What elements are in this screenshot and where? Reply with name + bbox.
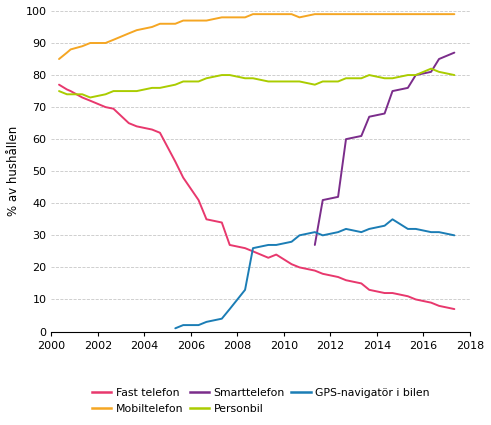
Y-axis label: % av hushållen: % av hushållen: [7, 126, 20, 216]
Legend: Fast telefon, Mobiltelefon, Smarttelefon, Personbil, GPS-navigatör i bilen: Fast telefon, Mobiltelefon, Smarttelefon…: [92, 388, 430, 414]
